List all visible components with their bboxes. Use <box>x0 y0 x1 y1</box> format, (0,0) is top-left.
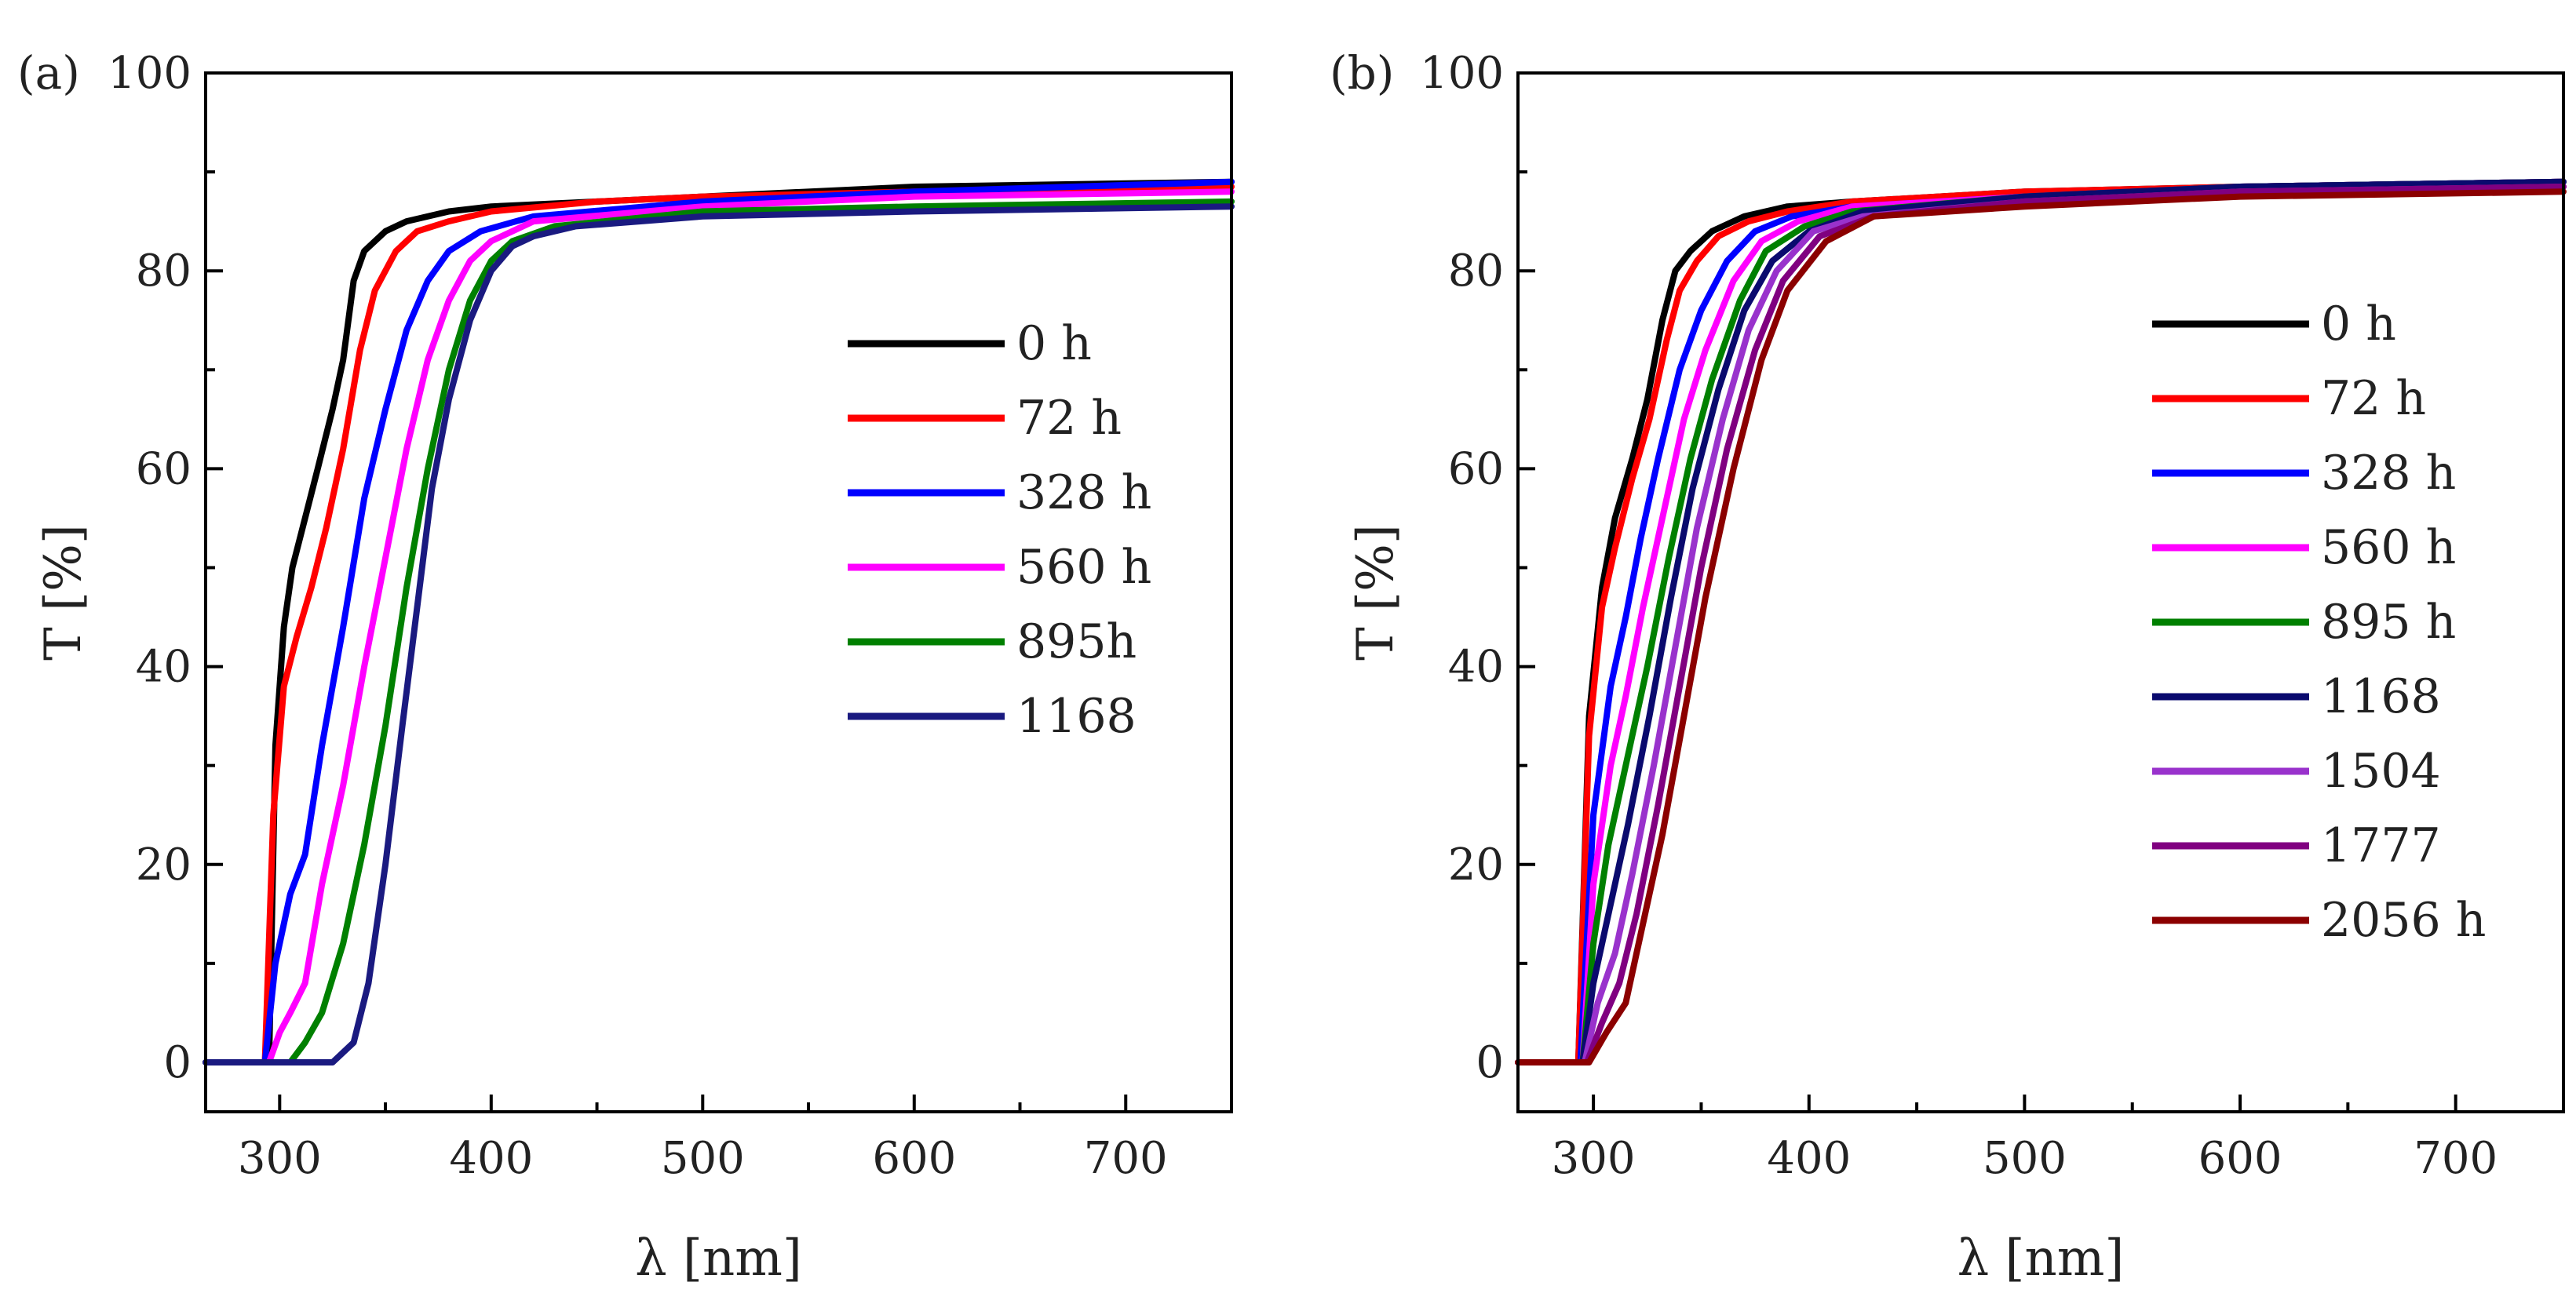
x-tick-label: 500 <box>661 1133 745 1184</box>
y-tick-label: 0 <box>163 1037 192 1088</box>
y-tick-label: 0 <box>1476 1037 1504 1088</box>
y-axis-title: T [%] <box>35 524 93 661</box>
x-tick-label: 600 <box>872 1133 956 1184</box>
y-tick-label: 60 <box>1448 443 1504 494</box>
x-tick-label: 400 <box>1767 1133 1851 1184</box>
chart-panel-a: 300 400 500 600 700 0 20 40 60 80 100 λ [nm] T [%] (a… <box>17 46 1235 1288</box>
legend-entry-label: 328 h <box>2321 446 2456 501</box>
x-tick-label: 300 <box>238 1133 322 1184</box>
y-tick-label: 40 <box>1448 642 1504 693</box>
x-axis-title: λ [nm] <box>1958 1229 2125 1288</box>
panel-label: (a) <box>17 46 80 100</box>
legend-entry-label: 560 h <box>1016 540 1151 595</box>
legend: 0 h 72 h 328 h 560 h 895h 1168 <box>848 316 1151 744</box>
series-line-1168 <box>1515 178 2567 1065</box>
y-tick-label: 20 <box>1448 840 1504 891</box>
y-tick-label: 100 <box>1420 48 1504 99</box>
legend-entry-label: 1504 <box>2321 744 2441 799</box>
y-tick-label: 20 <box>136 840 192 891</box>
plot-frame <box>1516 71 2565 1113</box>
legend-entry-label: 895h <box>1016 614 1137 669</box>
x-tick-label: 500 <box>1983 1133 2067 1184</box>
chart-panel-b: 300 400 500 600 700 0 20 40 60 80 100 λ [nm] T [%] (b… <box>1330 46 2567 1288</box>
panel-label: (b) <box>1330 46 1394 100</box>
series-line-560h <box>203 188 1235 1065</box>
y-tick-label: 40 <box>136 642 192 693</box>
legend-entry-label: 2056 h <box>2321 893 2486 948</box>
plot-frame <box>204 71 1233 1113</box>
legend-entry-label: 1777 <box>2321 818 2441 873</box>
x-tick-label: 300 <box>1552 1133 1636 1184</box>
legend-entry-label: 0 h <box>2321 297 2396 352</box>
legend-entry-label: 72 h <box>1016 391 1122 446</box>
x-axis-title: λ [nm] <box>635 1229 802 1288</box>
series-line-1168 <box>203 203 1235 1065</box>
y-tick-label: 80 <box>136 246 192 297</box>
x-tick-label: 700 <box>2414 1133 2498 1184</box>
series-line-72h <box>1515 178 2567 1065</box>
series-line-328h <box>203 178 1235 1065</box>
legend-entry-label: 560 h <box>2321 520 2456 575</box>
legend-entry-label: 328 h <box>1016 465 1151 520</box>
y-axis-title: T [%] <box>1347 524 1405 661</box>
series-line-2056h <box>1515 188 2567 1065</box>
legend-entry-label: 895 h <box>2321 595 2456 650</box>
y-tick-label: 60 <box>136 443 192 494</box>
x-tick-label: 600 <box>2198 1133 2282 1184</box>
legend-entry-label: 72 h <box>2321 371 2426 426</box>
x-tick-label: 700 <box>1084 1133 1168 1184</box>
x-tick-label: 400 <box>449 1133 533 1184</box>
y-tick-label: 100 <box>108 48 192 99</box>
legend-entry-label: 0 h <box>1016 316 1092 371</box>
legend-entry-label: 1168 <box>1016 689 1137 744</box>
series-line-72h <box>203 184 1235 1065</box>
y-tick-label: 80 <box>1448 246 1504 297</box>
legend: 0 h 72 h 328 h 560 h 895 h 1168 1504 1777 2056 h <box>2152 297 2486 948</box>
legend-entry-label: 1168 <box>2321 669 2441 724</box>
